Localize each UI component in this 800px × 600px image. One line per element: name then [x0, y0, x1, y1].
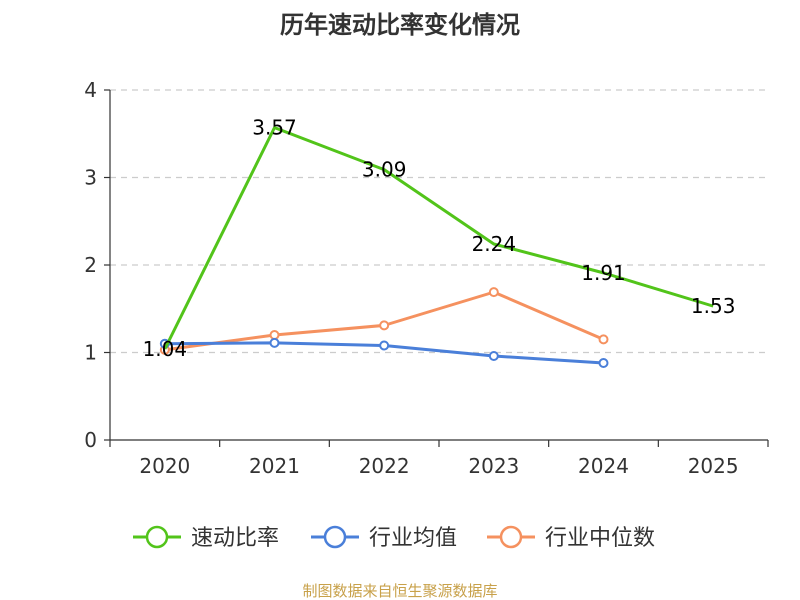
legend-label: 速动比率 [191, 526, 279, 551]
legend-swatch-marker [145, 525, 169, 549]
data-point [598, 334, 609, 345]
axes: 0 1 2 3 4 2020 2021 2022 2023 2024 2025 [84, 78, 769, 478]
y-tick-label: 0 [84, 428, 97, 452]
data-point [269, 337, 280, 348]
source-note: 制图数据来自恒生聚源数据库 [302, 582, 497, 600]
y-tick-label: 1 [84, 341, 97, 365]
data-point [379, 320, 390, 331]
data-point [379, 340, 390, 351]
data-label: 2.24 [472, 232, 517, 256]
legend-swatch-marker [499, 525, 523, 549]
series-group [159, 126, 714, 368]
data-label: 3.57 [252, 116, 297, 140]
legend-label: 行业中位数 [545, 526, 655, 551]
x-tick-label: 2025 [688, 454, 739, 478]
data-point [488, 351, 499, 361]
legend-item[interactable]: 行业中位数 [487, 525, 655, 551]
data-point [598, 358, 609, 368]
legend-label: 行业均值 [369, 526, 457, 551]
x-tick-label: 2021 [249, 454, 300, 478]
legend-swatch-marker [323, 525, 347, 549]
legend-item[interactable]: 速动比率 [133, 525, 279, 551]
x-tick-label: 2023 [468, 454, 519, 478]
data-label: 1.04 [143, 337, 188, 361]
data-label: 1.53 [691, 294, 736, 318]
data-point [269, 330, 280, 340]
legend: 速动比率 行业均值 行业中位数 [133, 525, 655, 551]
y-tick-label: 4 [84, 78, 97, 102]
data-point [488, 287, 499, 298]
x-tick-label: 2024 [578, 454, 629, 478]
chart-title: 历年速动比率变化情况 [280, 11, 520, 39]
data-labels: 1.04 3.57 3.09 2.24 1.91 1.53 [143, 116, 736, 361]
y-tick-label: 3 [84, 166, 97, 190]
legend-item[interactable]: 行业均值 [311, 525, 457, 551]
data-label: 3.09 [362, 158, 407, 182]
x-tick-label: 2020 [139, 454, 190, 478]
y-tick-label: 2 [84, 253, 97, 277]
x-tick-label: 2022 [359, 454, 410, 478]
grid-lines [110, 89, 768, 354]
series-line [163, 126, 714, 350]
data-label: 1.91 [581, 261, 626, 285]
